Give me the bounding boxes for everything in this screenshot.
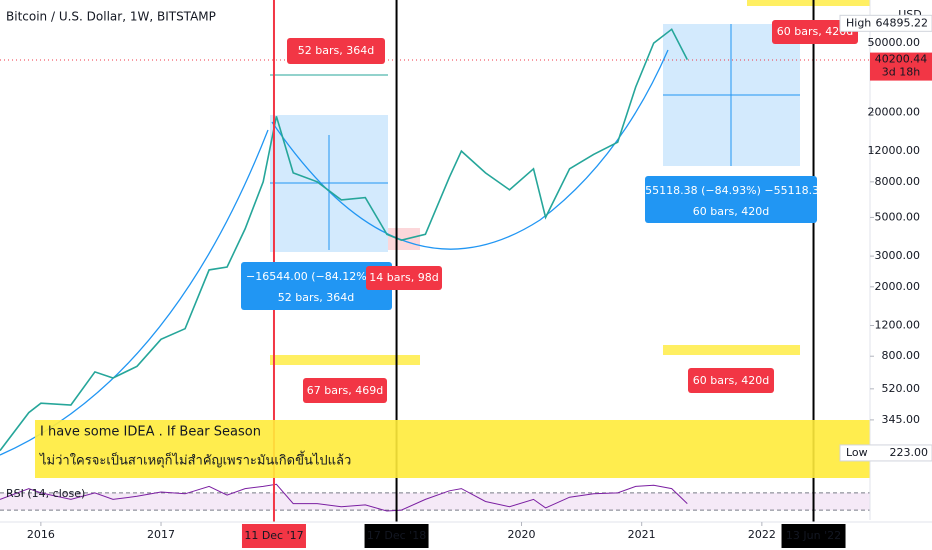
y-tick-label: 12000.00 [868, 144, 921, 157]
label-box [366, 266, 442, 290]
note-text: ไม่ว่าใครจะเป็นสาเหตุก็ไม่สำคัญเพราะมันเ… [39, 451, 351, 469]
y-tick-label: 2000.00 [875, 280, 921, 293]
chart-title: Bitcoin / U.S. Dollar, 1W, BITSTAMP [6, 10, 216, 24]
marker-label: 13 Jun '22 [786, 529, 841, 542]
marker-label: 11 Dec '17 [244, 529, 303, 542]
curve [271, 49, 669, 250]
label-box [287, 38, 385, 64]
rsi-title: RSI (14, close) [6, 487, 85, 500]
measure-label: −16544.00 (−84.12%) − [246, 270, 384, 283]
x-tick-label: 2021 [628, 528, 656, 541]
y-tick-label: 345.00 [882, 413, 921, 426]
y-tick-label: 50000.00 [868, 36, 921, 49]
label-box [303, 378, 387, 403]
last-price: 40200.44 [875, 53, 928, 66]
rsi-band [0, 492, 870, 511]
marker-label-box [241, 524, 306, 548]
measure-label: 52 bars, 364d [278, 291, 354, 304]
curve [0, 129, 269, 456]
high-value: 64895.22 [876, 16, 929, 29]
range-label: 60 bars, 420d [693, 374, 769, 387]
last-price-box [870, 52, 932, 81]
measure-label: −55118.38 (−84.93%) −55118.38 [636, 184, 826, 197]
y-tick-label: 520.00 [882, 382, 921, 395]
high-name: High [846, 16, 871, 29]
low-value: 223.00 [890, 446, 929, 459]
y-tick-label: 800.00 [882, 349, 921, 362]
note-text: I have some IDEA . If Bear Season [40, 425, 261, 440]
range-label: 60 bars, 420d [777, 25, 853, 38]
countdown: 3d 18h [882, 66, 920, 79]
high-box [839, 14, 932, 32]
y-tick-label: 8000.00 [875, 175, 921, 188]
range-label: 14 bars, 98d [369, 271, 438, 284]
range-label: 67 bars, 469d [307, 384, 383, 397]
x-tick-label: 2022 [748, 528, 776, 541]
range-bar [747, 0, 870, 6]
x-tick-label: 2020 [508, 528, 536, 541]
y-tick-label: 1200.00 [875, 319, 921, 332]
marker-label: 17 Dec '18 [367, 529, 426, 542]
marker-label-box [364, 524, 429, 548]
price-line [0, 28, 689, 452]
low-name: Low [846, 446, 868, 459]
note-box [35, 420, 870, 478]
range-bar [663, 345, 800, 355]
price-axis [870, 0, 932, 550]
label-box [772, 20, 858, 44]
label-box [241, 262, 392, 310]
y-tick-label: 3000.00 [875, 249, 921, 262]
y-tick-label: 20000.00 [868, 105, 921, 118]
y-tick-label: 5000.00 [875, 210, 921, 223]
rsi-line [0, 483, 688, 512]
measure-label: 60 bars, 420d [693, 205, 769, 218]
low-box [839, 444, 932, 462]
annotations: 52 bars, 364d −16544.00 (−84.12%) − 52 b… [35, 20, 870, 478]
x-tick-label: 2016 [27, 528, 55, 541]
range-label: 52 bars, 364d [298, 44, 374, 57]
marker-label-box [781, 524, 846, 548]
x-tick-label: 2017 [147, 528, 175, 541]
overlay: 50000.00 20000.00 12000.00 8000.00 5000.00 30… [27, 14, 932, 548]
label-box [688, 368, 774, 393]
range-bar [270, 355, 420, 365]
label-box [645, 176, 817, 223]
